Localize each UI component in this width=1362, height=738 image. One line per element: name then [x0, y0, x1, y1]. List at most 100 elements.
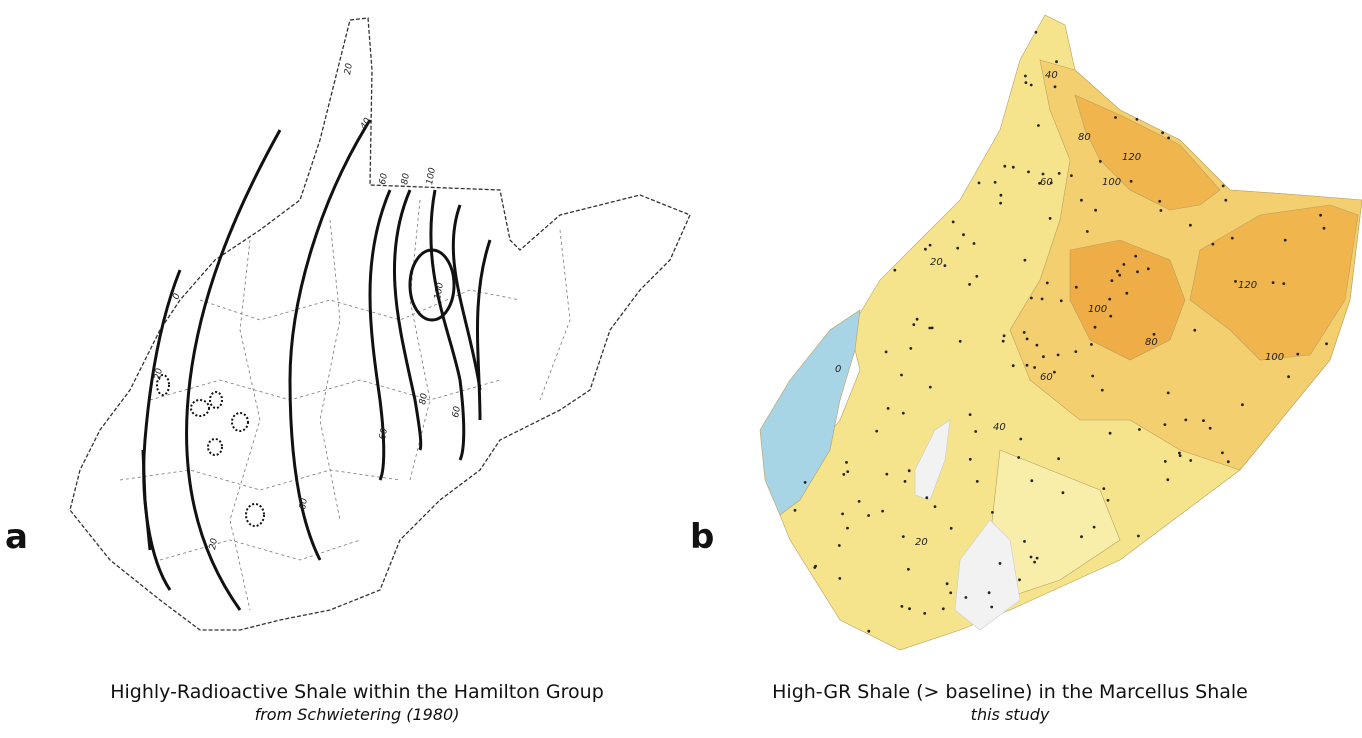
well-dot: [1027, 170, 1030, 174]
well-dot: [1221, 451, 1224, 455]
well-dot: [1136, 270, 1139, 274]
well-dot: [1138, 428, 1141, 431]
well-dot: [813, 566, 817, 569]
well-dot: [933, 505, 937, 508]
well-dot: [1152, 332, 1156, 336]
well-dot: [1038, 181, 1041, 185]
well-dot: [1093, 325, 1097, 329]
well-dot: [956, 246, 960, 250]
contour-label: 120: [1238, 280, 1257, 291]
well-dot: [1057, 457, 1060, 461]
contour-label: 0: [835, 364, 841, 375]
well-dot: [1202, 419, 1205, 422]
well-dot: [1092, 525, 1096, 529]
well-dot: [901, 411, 905, 415]
well-dot: [1167, 136, 1170, 140]
well-dot: [908, 607, 911, 611]
well-dot: [1040, 297, 1044, 301]
well-dot: [928, 243, 932, 247]
well-dot: [949, 526, 953, 530]
well-dot: [1193, 328, 1197, 332]
well-dot: [1059, 299, 1063, 303]
contour-label: 20: [930, 257, 943, 268]
well-dot: [1189, 459, 1193, 462]
well-dot: [867, 629, 871, 633]
well-dot: [1019, 437, 1023, 441]
contour-label: 0: [171, 292, 182, 301]
well-dot: [1023, 258, 1027, 262]
well-dot: [1137, 534, 1140, 538]
well-dot: [1230, 236, 1234, 240]
well-dot: [928, 326, 932, 330]
well-dot: [846, 526, 849, 530]
contour-label: 20: [915, 537, 928, 548]
well-dot: [1110, 279, 1114, 282]
well-dot: [1116, 269, 1119, 273]
contour-label: 80: [1145, 337, 1158, 348]
well-dot: [1135, 117, 1139, 121]
well-dot: [928, 385, 932, 389]
well-dot: [1030, 296, 1033, 300]
well-dot: [1282, 282, 1286, 285]
well-dot: [975, 480, 979, 483]
well-dot: [1091, 374, 1095, 378]
well-dot: [1226, 460, 1230, 464]
well-dot: [857, 500, 861, 503]
well-dot: [1022, 331, 1026, 334]
well-dot: [1085, 230, 1089, 233]
well-dot: [974, 430, 978, 433]
well-dot: [930, 326, 934, 330]
well-dot: [943, 264, 947, 267]
well-dot: [968, 413, 972, 416]
state-outline: [69, 17, 691, 631]
well-dot: [875, 429, 879, 433]
contour-label: 60: [451, 405, 463, 418]
contour-label: 80: [418, 392, 430, 405]
contour-label: 100: [1102, 177, 1121, 188]
well-dot: [912, 323, 916, 326]
well-dot: [900, 373, 903, 377]
map-b: [759, 14, 1362, 651]
well-dot: [1045, 281, 1049, 285]
contour-label: 40: [993, 422, 1006, 433]
well-dot: [1090, 343, 1093, 346]
caption: High-GR Shale (> baseline) in the Marcel…: [772, 681, 1248, 703]
well-dot: [1146, 267, 1150, 271]
well-dot: [1158, 199, 1162, 203]
well-dot: [838, 577, 842, 580]
well-dot: [881, 509, 884, 513]
well-dot: [1056, 353, 1060, 357]
well-dot: [1094, 208, 1097, 212]
well-dot: [893, 268, 897, 272]
well-dot: [999, 201, 1002, 205]
contour-label: 80: [400, 172, 412, 185]
well-dot: [923, 612, 927, 615]
well-dot: [1189, 223, 1192, 227]
region-blank: [914, 419, 951, 501]
anomaly-rings: [156, 374, 265, 527]
well-dot: [972, 242, 976, 245]
well-dot: [1030, 479, 1034, 483]
contour-label: 60: [378, 172, 390, 185]
map-b-labels: 40 80 120 60 100 20 100 120 80 100 0 60 …: [835, 70, 1284, 548]
contour-label: 60: [1040, 177, 1053, 188]
well-dot: [977, 181, 981, 185]
well-dot: [990, 605, 994, 609]
well-dot: [1024, 81, 1028, 84]
well-dot: [924, 247, 927, 251]
well-dot: [1114, 116, 1117, 119]
well-dot: [907, 567, 910, 571]
well-dot: [949, 591, 953, 595]
well-dot: [1296, 352, 1300, 356]
region-blank: [954, 519, 1021, 631]
well-dot: [999, 193, 1003, 197]
well-dot: [1163, 423, 1167, 426]
well-dot: [886, 407, 890, 410]
well-dot: [1001, 339, 1005, 343]
well-dot: [1100, 388, 1104, 392]
well-dot: [968, 457, 972, 461]
well-dot: [1023, 540, 1026, 543]
well-dot: [1109, 314, 1113, 318]
well-dot: [993, 180, 997, 184]
well-dot: [842, 473, 846, 476]
